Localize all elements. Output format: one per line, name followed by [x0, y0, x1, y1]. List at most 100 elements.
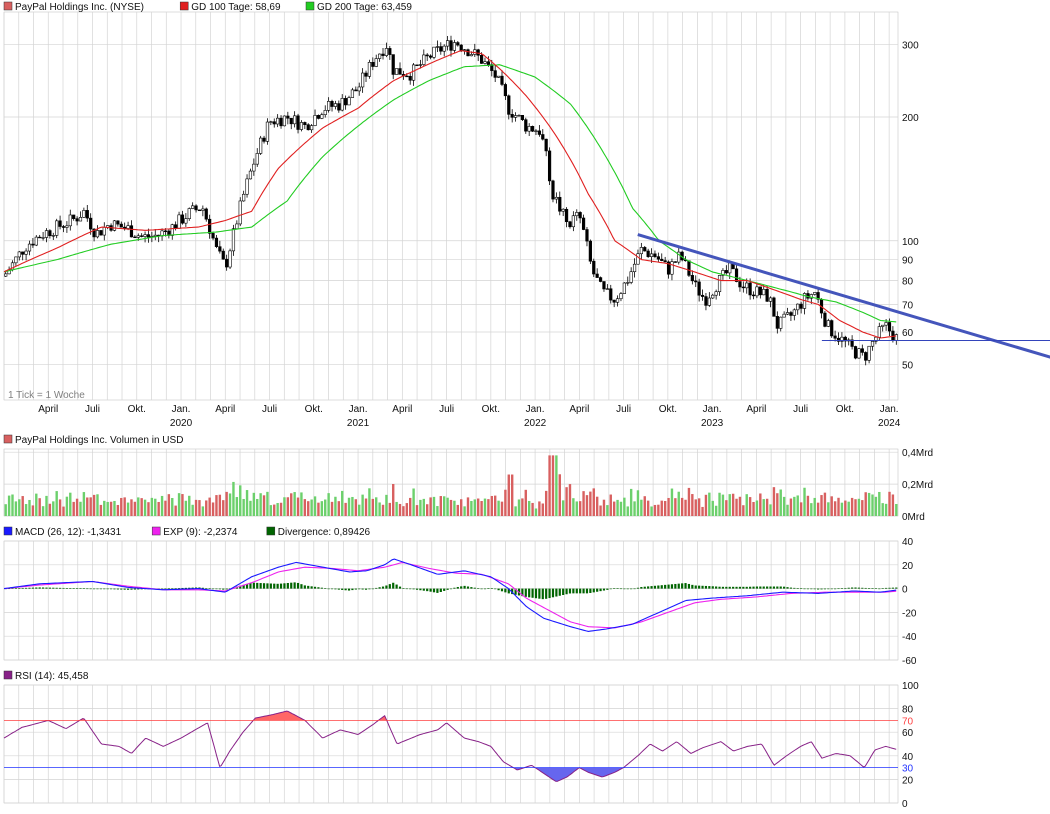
volume-bar [92, 494, 96, 516]
volume-bar [466, 497, 470, 516]
volume-bar [45, 495, 48, 516]
candle-body [418, 64, 423, 66]
volume-bar [354, 499, 358, 516]
x-tick-label: Jan. [526, 404, 545, 415]
candle-body [649, 253, 654, 257]
volume-bar [606, 505, 609, 516]
volume-bar [123, 497, 126, 516]
candle-body [632, 263, 637, 273]
candle-body [704, 296, 708, 306]
volume-bar [218, 494, 222, 516]
volume-bar [79, 501, 82, 516]
volume-bar [188, 495, 191, 516]
volume-bar [633, 501, 636, 516]
candle-body [133, 236, 137, 239]
divergence-bar [531, 588, 534, 598]
volume-bar [521, 498, 524, 516]
divergence-bar [585, 588, 589, 594]
volume-bar [215, 495, 218, 516]
volume-bar [663, 500, 667, 516]
volume-bar [52, 501, 55, 516]
divergence-bar [677, 583, 680, 589]
divergence-bar [524, 588, 527, 597]
volume-bar [35, 493, 38, 516]
candle-body [694, 280, 698, 283]
divergence-bar [256, 582, 259, 589]
volume-bar [589, 491, 592, 516]
candle-body [544, 138, 548, 152]
volume-bar [177, 493, 181, 516]
divergence-bar [738, 586, 742, 589]
candle-body [619, 293, 623, 300]
volume-bar [116, 504, 120, 516]
candle-body [231, 228, 236, 252]
x-tick-label: Juli [85, 404, 100, 415]
candle-body [405, 75, 409, 78]
divergence-bar [592, 588, 595, 593]
divergence-bar [511, 588, 514, 595]
divergence-bar [28, 587, 31, 589]
candle-body [197, 209, 202, 212]
rsi-panel-frame [3, 684, 899, 804]
divergence-bar [834, 588, 837, 590]
candle-body [785, 312, 790, 315]
volume-bar [402, 506, 405, 516]
candle-body [170, 224, 174, 236]
volume-bar [18, 499, 21, 516]
volume-bar [619, 501, 623, 516]
price-tick-label: 300 [902, 41, 919, 52]
volume-bar [748, 497, 752, 516]
volume-bar [534, 508, 538, 516]
divergence-bar [171, 588, 174, 589]
candle-body [677, 251, 681, 263]
candle-body [775, 316, 779, 329]
volume-bar [517, 499, 521, 516]
candle-body [126, 225, 130, 229]
divergence-bar [885, 587, 888, 589]
volume-bar [303, 499, 307, 516]
divergence-bar [732, 586, 735, 589]
candle-body [809, 294, 813, 299]
volume-bar [252, 492, 256, 516]
volume-bar [344, 502, 347, 516]
price-legend-label: PayPal Holdings Inc. (NYSE) [15, 2, 144, 13]
x-tick-label: April [392, 404, 412, 415]
divergence-bar [327, 588, 330, 590]
divergence-bar [664, 584, 667, 589]
candle-body [734, 268, 739, 282]
volume-bar [222, 500, 225, 516]
volume-bar [381, 504, 385, 516]
volume-bar [653, 504, 657, 516]
candle-body [269, 121, 273, 123]
candle-body [299, 122, 304, 130]
candle-body [799, 303, 803, 309]
candle-body [435, 46, 440, 48]
candle-body [554, 196, 558, 200]
divergence-bar [351, 588, 354, 591]
divergence-bar [296, 582, 300, 589]
divergence-bar [164, 588, 167, 590]
divergence-bar [521, 588, 524, 597]
divergence-bar [290, 582, 293, 589]
candle-body [187, 208, 191, 219]
volume-bar [738, 496, 742, 516]
volume-bar [721, 494, 725, 516]
divergence-bar [667, 584, 670, 589]
rsi-legend-swatch [3, 670, 13, 680]
candle-body [884, 322, 888, 326]
candle-body [89, 217, 93, 230]
divergence-bar [490, 588, 493, 589]
candle-body [670, 261, 674, 275]
divergence-bar [208, 588, 211, 589]
volume-bar [228, 493, 232, 516]
divergence-bar [562, 588, 565, 596]
candle-body [235, 223, 239, 229]
volume-bar [575, 501, 578, 516]
candle-body [605, 288, 609, 290]
x-year-label: 2022 [524, 418, 547, 429]
candle-body [41, 237, 45, 239]
divergence-bar [497, 588, 500, 591]
volume-bar [371, 498, 375, 516]
volume-bar [867, 492, 871, 516]
volume-bar [28, 499, 31, 516]
